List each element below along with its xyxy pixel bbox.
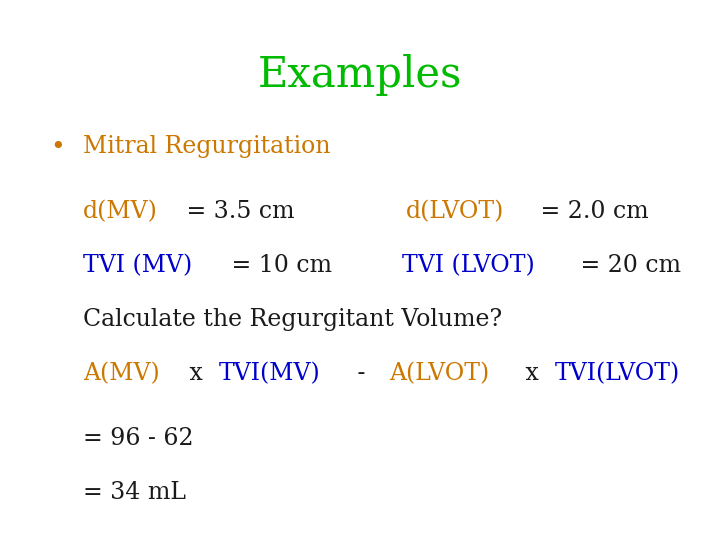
Text: A(LVOT): A(LVOT) — [389, 362, 489, 385]
Text: Mitral Regurgitation: Mitral Regurgitation — [83, 135, 330, 158]
Text: = 34 mL: = 34 mL — [83, 481, 186, 504]
Text: d(LVOT): d(LVOT) — [406, 200, 504, 223]
Text: x: x — [182, 362, 210, 385]
Text: d(MV): d(MV) — [83, 200, 158, 223]
Text: •: • — [50, 135, 65, 159]
Text: = 20 cm: = 20 cm — [573, 254, 681, 277]
Text: A(MV): A(MV) — [83, 362, 160, 385]
Text: x: x — [518, 362, 546, 385]
Text: = 10 cm: = 10 cm — [224, 254, 361, 277]
Text: TVI (MV): TVI (MV) — [83, 254, 192, 277]
Text: = 3.5 cm: = 3.5 cm — [179, 200, 355, 223]
Text: = 2.0 cm: = 2.0 cm — [533, 200, 649, 223]
Text: Examples: Examples — [258, 54, 462, 96]
Text: Calculate the Regurgitant Volume?: Calculate the Regurgitant Volume? — [83, 308, 502, 331]
Text: TVI(LVOT): TVI(LVOT) — [554, 362, 680, 385]
Text: = 96 - 62: = 96 - 62 — [83, 427, 194, 450]
Text: -: - — [350, 362, 380, 385]
Text: TVI (LVOT): TVI (LVOT) — [402, 254, 534, 277]
Text: TVI(MV): TVI(MV) — [218, 362, 320, 385]
